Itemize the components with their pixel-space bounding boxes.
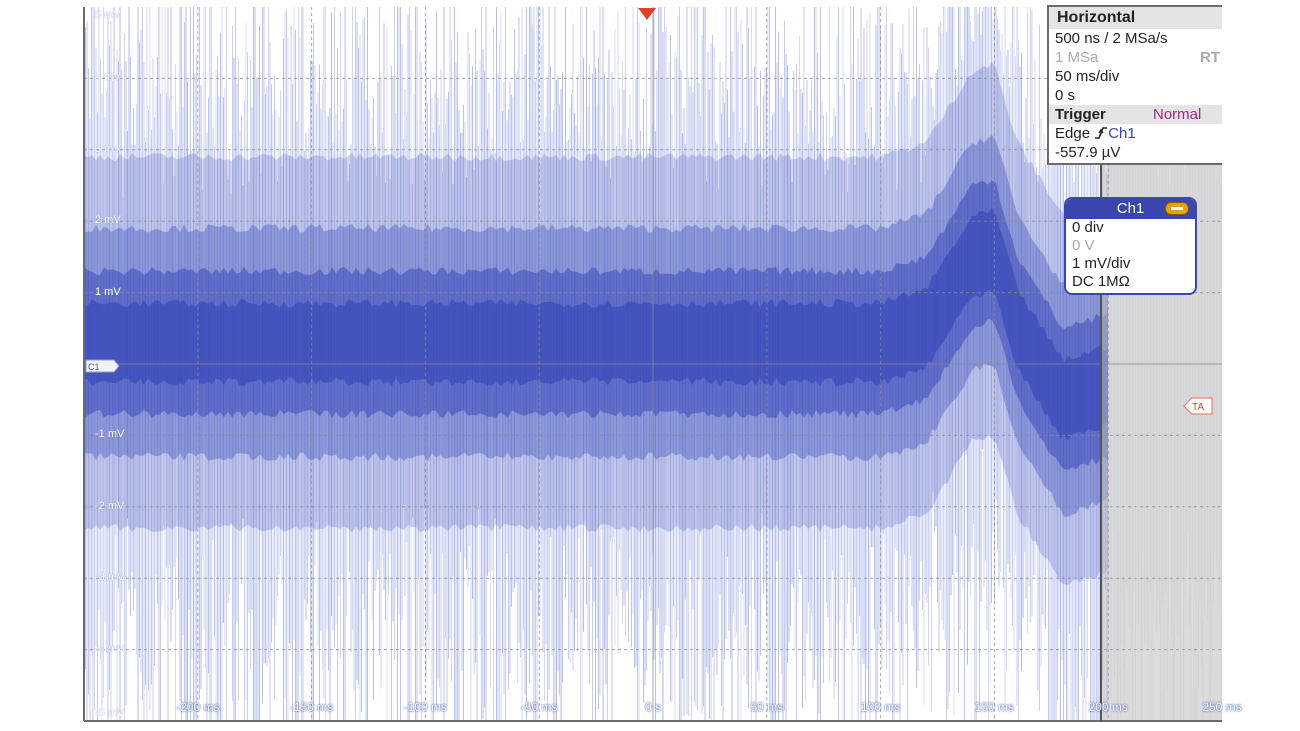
y-tick-label: -1 mV bbox=[95, 428, 125, 441]
channel-marker[interactable]: C1 bbox=[85, 359, 120, 373]
time-position-readout: 0 s bbox=[1055, 87, 1076, 104]
y-tick-label: 4 mV bbox=[95, 71, 121, 84]
trigger-position-marker[interactable] bbox=[638, 8, 656, 20]
y-tick-label: 5 mV bbox=[95, 9, 121, 21]
horizontal-title: Horizontal bbox=[1049, 7, 1222, 29]
y-tick-label: -4 mV bbox=[95, 642, 125, 655]
channel-header: Ch1 bbox=[1066, 199, 1195, 219]
horizontal-panel[interactable]: Horizontal 500 ns / 2 MSa/s 1 MSa RT 50 m… bbox=[1047, 5, 1222, 165]
timebase-readout: 500 ns / 2 MSa/s bbox=[1055, 30, 1168, 47]
channel-position: 0 V bbox=[1072, 237, 1095, 254]
trigger-level-readout: -557.9 µV bbox=[1055, 144, 1121, 161]
graticule bbox=[84, 7, 1222, 721]
x-tick-label: 150 ms bbox=[974, 700, 1015, 714]
trigger-mode: Normal bbox=[1153, 106, 1202, 123]
time-scale-readout: 50 ms/div bbox=[1055, 68, 1120, 85]
trigger-type: Edge bbox=[1055, 125, 1091, 142]
trigger-level-marker[interactable]: TA bbox=[1183, 397, 1213, 415]
channel-panel[interactable]: Ch1 0 div 0 V 1 mV/div DC 1MΩ bbox=[1064, 197, 1197, 295]
y-tick-label: 3 mV bbox=[95, 142, 121, 155]
trigger-source: Ch1 bbox=[1108, 125, 1136, 142]
channel-coupling: DC 1MΩ bbox=[1072, 273, 1130, 290]
channel-marker-label: C1 bbox=[88, 362, 100, 372]
y-tick-label: -5 mV bbox=[95, 707, 125, 719]
x-tick-label: 250 ms bbox=[1202, 700, 1242, 714]
trigger-title: Trigger bbox=[1055, 106, 1106, 123]
y-tick-label: -2 mV bbox=[95, 499, 125, 512]
realtime-badge: RT bbox=[1200, 49, 1220, 66]
trigger-type-row: Edge Ch1 bbox=[1049, 124, 1222, 143]
x-tick-label: 100 ms bbox=[860, 700, 901, 714]
y-tick-label: 1 mV bbox=[95, 285, 121, 298]
x-tick-label: 0 s bbox=[644, 700, 661, 714]
x-tick-label: -100 ms bbox=[403, 700, 448, 714]
channel-menu-button[interactable] bbox=[1165, 202, 1189, 215]
x-tick-label: -150 ms bbox=[289, 700, 334, 714]
rising-edge-icon bbox=[1095, 127, 1108, 139]
trace-density-layer-3 bbox=[84, 208, 1108, 441]
trigger-header: Trigger Normal bbox=[1049, 105, 1222, 124]
record-length-value: 1 MSa bbox=[1055, 49, 1099, 66]
x-tick-label: 200 ms bbox=[1088, 700, 1128, 714]
channel-scale: 1 mV/div bbox=[1072, 255, 1131, 272]
trigger-level-marker-label: TA bbox=[1192, 402, 1204, 413]
channel-title: Ch1 bbox=[1116, 200, 1145, 217]
channel-offset: 0 div bbox=[1072, 219, 1104, 236]
waveform-trace bbox=[84, 61, 1108, 586]
y-tick-label: 2 mV bbox=[95, 214, 121, 227]
y-tick-label: -3 mV bbox=[95, 571, 125, 584]
record-length-readout: 1 MSa RT bbox=[1049, 48, 1222, 67]
x-tick-label: 50 ms bbox=[750, 700, 784, 714]
x-tick-label: -200 ms bbox=[176, 700, 220, 714]
x-tick-label: -50 ms bbox=[520, 700, 558, 714]
